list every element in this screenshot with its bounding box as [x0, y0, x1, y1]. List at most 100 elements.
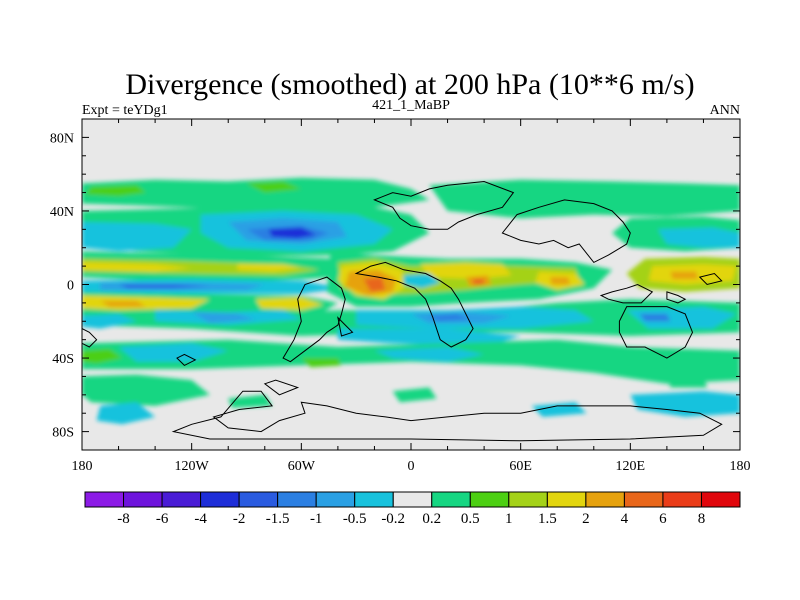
- coastline: [82, 328, 98, 348]
- season-label: ANN: [710, 103, 740, 118]
- contour-region: [392, 387, 437, 403]
- contour-region: [429, 179, 740, 219]
- colorbar-swatch: [469, 491, 510, 508]
- coastline: [171, 390, 723, 442]
- contour-region: [255, 297, 324, 311]
- colorbar-swatch: [431, 491, 471, 508]
- contour-region: [118, 343, 229, 362]
- colorbar-label: 0.2: [422, 511, 441, 527]
- colorbar-swatch: [200, 491, 240, 508]
- coastline: [354, 261, 474, 348]
- x-tick-label: 120E: [616, 459, 646, 474]
- contour-region: [268, 227, 316, 239]
- contour-region: [657, 227, 740, 248]
- colorbar-label: -1.5: [266, 511, 290, 527]
- x-tick-label: 0: [408, 459, 415, 474]
- colorbar-swatch: [161, 491, 202, 508]
- y-tick-label: 40S: [52, 352, 74, 367]
- y-tick-label: 80S: [52, 426, 74, 441]
- contour-region: [191, 312, 256, 324]
- colorbar-swatch: [662, 491, 702, 508]
- colorbar-label: -0.2: [381, 511, 405, 527]
- contour-region: [82, 262, 192, 272]
- contour-region: [82, 222, 192, 252]
- experiment-label: Expt = teYDg1: [82, 103, 168, 118]
- x-tick-label: 180: [72, 459, 93, 474]
- coastline: [599, 283, 654, 304]
- colorbar: -8 -6 -4 -2 -1.5 -1 -0.5 -0.2 0.2 0.5 1 1.5 2 4 6 8: [84, 491, 741, 527]
- contour-region: [403, 273, 441, 289]
- colorbar-swatch: [623, 491, 664, 508]
- y-tick-label: 80N: [50, 131, 74, 146]
- coastline: [373, 180, 515, 230]
- contour-region: [549, 277, 570, 285]
- y-axis: 80N 40N 0 40S 80S: [50, 131, 740, 441]
- coastline: [618, 306, 694, 359]
- colorbar-swatch: [585, 491, 625, 508]
- colorbar-swatch: [354, 491, 394, 508]
- colorbar-swatch: [123, 491, 163, 508]
- colorbar-label: -0.5: [343, 511, 367, 527]
- divergence-map: [82, 119, 740, 450]
- coastline: [337, 316, 354, 337]
- contour-region: [670, 271, 698, 279]
- colorbar-label: 8: [698, 511, 706, 527]
- colorbar-label: 6: [659, 511, 667, 527]
- coastlines: [82, 180, 723, 442]
- contour-region: [100, 301, 146, 307]
- contour-region: [82, 348, 123, 364]
- y-tick-label: 40N: [50, 205, 74, 220]
- colorbar-label: -4: [194, 511, 207, 527]
- coastline: [501, 199, 631, 264]
- contour-region: [82, 313, 137, 329]
- colorbar-swatch: [508, 491, 548, 508]
- colorbar-label: -1: [310, 511, 323, 527]
- contour-region: [82, 374, 210, 406]
- colorbar-swatch: [315, 491, 356, 508]
- contour-region: [118, 284, 210, 289]
- x-tick-label: 60E: [509, 459, 532, 474]
- x-tick-label: 60W: [288, 459, 316, 474]
- colorbar-label: -2: [233, 511, 246, 527]
- coastline: [282, 276, 346, 363]
- x-tick-label: 120W: [175, 459, 210, 474]
- colorbar-swatch: [84, 491, 125, 508]
- contour-region: [301, 358, 342, 368]
- x-tick-label: 180: [730, 459, 751, 474]
- contour-region: [626, 306, 737, 329]
- case-label: 421_1_MaBP: [372, 98, 450, 113]
- colorbar-label: 1: [505, 511, 513, 527]
- contour-region: [85, 185, 146, 197]
- contour-region: [630, 391, 740, 417]
- colorbar-swatch: [546, 491, 587, 508]
- coastline: [666, 291, 687, 304]
- coastline: [263, 379, 300, 396]
- coastline: [176, 353, 197, 367]
- contour-region: [639, 313, 671, 322]
- contour-region: [374, 347, 485, 362]
- colorbar-label: 0.5: [461, 511, 480, 527]
- colorbar-swatch: [700, 491, 741, 508]
- coastline: [698, 272, 723, 286]
- contour-region: [429, 313, 470, 322]
- contour-region: [246, 181, 302, 193]
- contour-region: [337, 328, 521, 347]
- colorbar-swatch: [238, 491, 279, 508]
- contour-region: [82, 177, 430, 211]
- colorbar-label: -8: [117, 511, 130, 527]
- y-tick-label: 0: [67, 279, 74, 294]
- contour-region: [363, 277, 386, 292]
- colorbar-label: -6: [156, 511, 169, 527]
- chart-title: Divergence (smoothed) at 200 hPa (10**6 …: [125, 68, 694, 101]
- colorbar-label: 2: [582, 511, 590, 527]
- contour-region: [473, 279, 485, 285]
- contour-region: [82, 339, 740, 384]
- colorbar-label: 4: [621, 511, 629, 527]
- colorbar-swatch: [277, 491, 317, 508]
- colorbar-label: 1.5: [538, 511, 557, 527]
- colorbar-swatch: [392, 491, 433, 508]
- x-axis: 180 120W 60W 0 60E 120E 180: [72, 119, 751, 474]
- contour-region: [96, 402, 156, 425]
- contour-region: [420, 262, 512, 279]
